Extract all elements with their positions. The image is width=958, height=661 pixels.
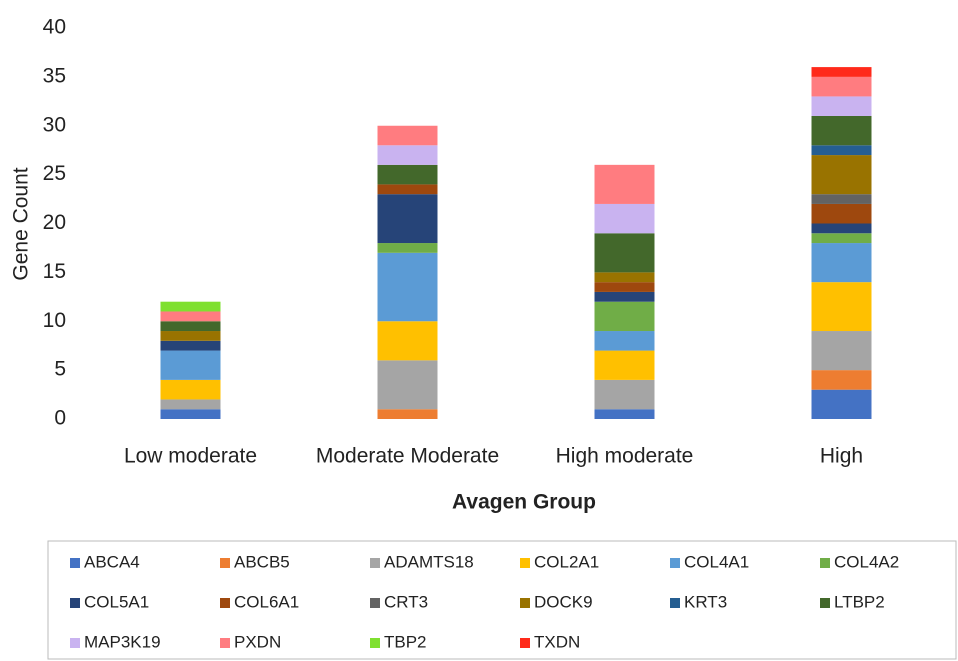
bar-segment (594, 164, 655, 204)
y-tick-label: 20 (43, 211, 66, 234)
x-tick-label: High moderate (556, 445, 694, 468)
legend-label: COL6A1 (234, 592, 299, 611)
bar-segment (811, 331, 872, 371)
y-tick-label: 5 (54, 358, 66, 381)
bar-segment (377, 321, 438, 361)
bar-segment (811, 370, 872, 390)
legend-label: LTBP2 (834, 592, 885, 611)
y-tick-label: 0 (54, 407, 66, 430)
y-tick-label: 35 (43, 64, 66, 87)
legend-label: COL2A1 (534, 552, 599, 571)
bar-segment (160, 321, 221, 332)
legend-box (47, 540, 957, 660)
legend-label: ABCA4 (84, 552, 140, 571)
bar-segment (811, 223, 872, 234)
legend-swatch (520, 558, 530, 568)
y-tick-label: 15 (43, 260, 66, 283)
legend-label: MAP3K19 (84, 632, 161, 651)
legend-swatch (70, 638, 80, 648)
y-axis-label: Gene Count (10, 167, 33, 280)
bar-segment (160, 311, 221, 322)
x-axis-label: Avagen Group (452, 491, 596, 514)
bar-segment (160, 399, 221, 410)
legend-swatch (220, 558, 230, 568)
legend-swatch (370, 558, 380, 568)
bar-segment (377, 164, 438, 185)
legend-swatch (70, 598, 80, 608)
bar-segment (594, 203, 655, 234)
x-tick-label: Moderate Moderate (316, 445, 499, 468)
legend-label: ABCB5 (234, 552, 290, 571)
bar-segment (811, 76, 872, 97)
bar-segment (160, 350, 221, 380)
legend-swatch (820, 558, 830, 568)
legend-label: CRT3 (384, 592, 428, 611)
legend-swatch (670, 558, 680, 568)
legend-swatch (370, 638, 380, 648)
bar-segment (594, 291, 655, 302)
legend-swatch (820, 598, 830, 608)
legend-label: COL5A1 (84, 592, 149, 611)
bar-segment (811, 243, 872, 283)
bar-segment (811, 67, 872, 77)
legend-swatch (520, 638, 530, 648)
bar-segment (160, 409, 221, 419)
bar-segment (160, 340, 221, 351)
bar-segment (160, 379, 221, 400)
bar-segment (160, 301, 221, 312)
legend-label: TBP2 (384, 632, 427, 651)
bar-segment (377, 409, 438, 419)
bar-segment (811, 233, 872, 244)
legend-swatch (220, 638, 230, 648)
bar-segment (811, 194, 872, 204)
legend-swatch (670, 598, 680, 608)
bar-segment (811, 145, 872, 156)
legend-label: COL4A2 (834, 552, 899, 571)
bar-segment (377, 194, 438, 244)
bar-segment (811, 115, 872, 146)
legend-swatch (520, 598, 530, 608)
bar-segment (594, 350, 655, 380)
bar-segment (594, 331, 655, 351)
bar-segment (594, 379, 655, 410)
legend-label: KRT3 (684, 592, 727, 611)
legend-swatch (220, 598, 230, 608)
legend-swatch (370, 598, 380, 608)
bar-segment (811, 203, 872, 224)
legend-label: ADAMTS18 (384, 552, 474, 571)
bar-segment (377, 125, 438, 146)
bar-segment (811, 155, 872, 195)
bar-segment (377, 145, 438, 165)
bar-segment (811, 96, 872, 116)
bar-segment (594, 409, 655, 419)
bar-segment (377, 184, 438, 195)
y-tick-label: 30 (43, 113, 66, 136)
bar-segment (377, 243, 438, 253)
legend-label: PXDN (234, 632, 281, 651)
bar-segment (811, 282, 872, 332)
legend-label: COL4A1 (684, 552, 749, 571)
legend-swatch (70, 558, 80, 568)
y-tick-label: 25 (43, 162, 66, 185)
bar-segment (594, 282, 655, 292)
bar-segment (811, 389, 872, 419)
legend-label: DOCK9 (534, 592, 593, 611)
y-tick-label: 40 (43, 16, 66, 39)
y-tick-label: 10 (43, 309, 66, 332)
bar-segment (594, 233, 655, 273)
bar-segment (160, 331, 221, 341)
x-tick-label: Low moderate (124, 445, 257, 468)
bar-segment (377, 360, 438, 410)
x-tick-label: High (820, 445, 863, 468)
bar-segment (377, 252, 438, 322)
bar-segment (594, 272, 655, 283)
bar-segment (594, 301, 655, 332)
legend-label: TXDN (534, 632, 580, 651)
